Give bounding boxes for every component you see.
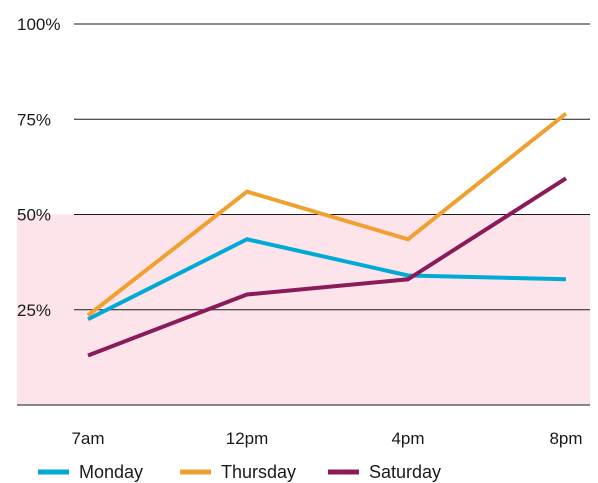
y-tick-label: 50%: [17, 206, 51, 225]
series-line-thursday: [86, 111, 568, 318]
legend-label-saturday: Saturday: [369, 462, 441, 482]
legend: Monday Thursday Saturday: [38, 462, 441, 482]
series-line-monday: [87, 237, 567, 322]
y-tick-label: 100%: [17, 15, 60, 34]
x-tick-label: 8pm: [549, 429, 582, 448]
legend-label-monday: Monday: [79, 462, 143, 482]
y-axis-labels: 100% 75% 50% 25%: [17, 15, 60, 320]
gridlines: [17, 23, 590, 406]
y-tick-label: 75%: [17, 110, 51, 129]
legend-label-thursday: Thursday: [221, 462, 296, 482]
x-axis-labels: 7am 12pm 4pm 8pm: [71, 429, 582, 448]
series-lines: [86, 111, 568, 358]
series-line-saturday: [87, 176, 568, 358]
x-tick-label: 4pm: [391, 429, 424, 448]
x-tick-label: 7am: [71, 429, 104, 448]
y-tick-label: 25%: [17, 301, 51, 320]
x-tick-label: 12pm: [226, 429, 269, 448]
